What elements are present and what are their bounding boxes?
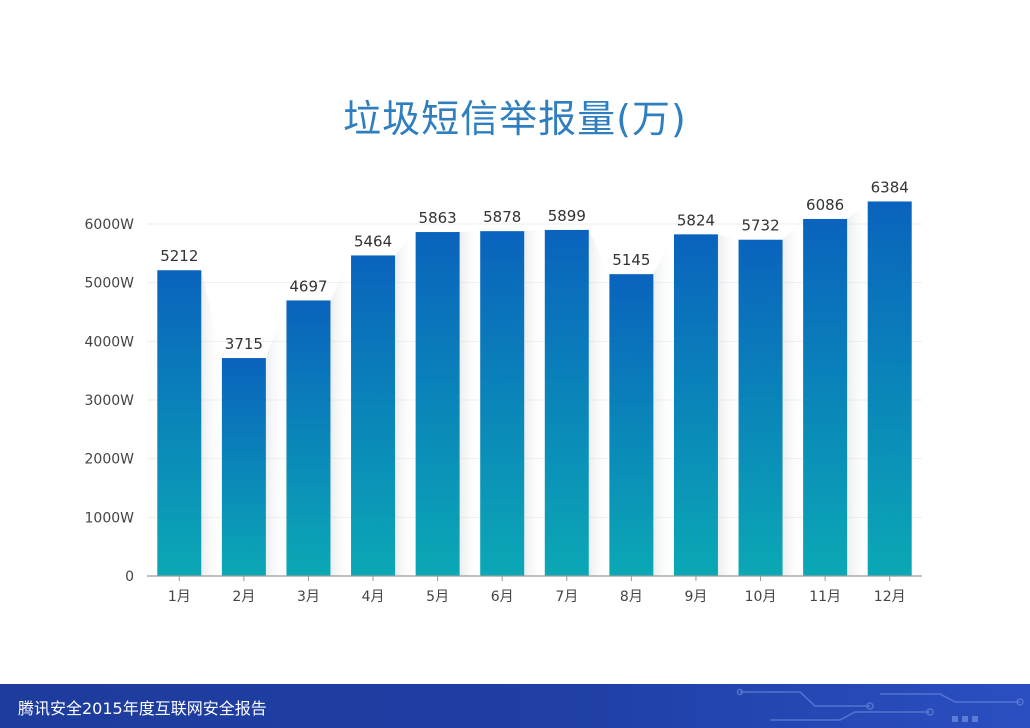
bar-shadow [524, 229, 545, 576]
y-tick-label: 3000W [85, 393, 135, 409]
bar-12 [867, 201, 912, 577]
data-label: 5732 [741, 217, 779, 235]
bar-4 [351, 255, 396, 577]
bars [157, 201, 912, 577]
x-tick-label: 4月 [362, 589, 385, 605]
bar-shadow [201, 270, 222, 576]
bar-shadow [847, 201, 868, 577]
bar-6 [480, 231, 525, 576]
bar-shadow [330, 255, 352, 577]
data-label: 6086 [806, 196, 844, 214]
data-label: 5899 [548, 207, 586, 225]
bar-11 [803, 218, 848, 577]
bar-chart: 0 1000W 2000W 3000W 4000W 5000W 6000W 5212 1月 371… [85, 178, 922, 605]
x-tick-label: 8月 [620, 589, 643, 605]
bar-shadow [782, 218, 804, 577]
bar-1 [157, 270, 202, 576]
bar-shadow [395, 232, 416, 576]
x-tick-label: 7月 [555, 589, 578, 605]
x-tick-label: 1月 [168, 589, 191, 605]
data-label: 5863 [419, 209, 457, 227]
data-label: 5464 [354, 232, 392, 250]
bar-shadow [588, 229, 610, 576]
bar-shadows [201, 201, 868, 577]
bar-5 [415, 232, 460, 576]
chart-title: 垃圾短信举报量(万) [343, 97, 687, 141]
data-label: 5212 [160, 247, 198, 265]
data-label: 5145 [612, 251, 650, 269]
bar-3 [286, 300, 331, 576]
x-tick-label: 9月 [684, 589, 707, 605]
x-tick-label: 10月 [745, 589, 777, 605]
y-tick-label: 1000W [85, 510, 135, 526]
data-label: 5824 [677, 211, 715, 229]
footer-report-title: 腾讯安全2015年度互联网安全报告 [18, 699, 267, 718]
x-tick-label: 2月 [232, 589, 255, 605]
bar-2 [221, 358, 266, 576]
y-tick-label: 0 [125, 569, 134, 585]
bar-shadow [459, 231, 481, 576]
data-label: 3715 [225, 335, 263, 353]
x-tick-label: 11月 [809, 589, 841, 605]
y-tick-label: 4000W [85, 334, 135, 350]
data-label: 6384 [871, 178, 909, 196]
labels: 0 1000W 2000W 3000W 4000W 5000W 6000W 5212 1月 371… [85, 178, 909, 605]
bar-7 [544, 229, 589, 576]
bar-shadow [265, 300, 287, 576]
x-tick-label: 6月 [491, 589, 514, 605]
x-tick-label: 12月 [874, 589, 906, 605]
data-label: 4697 [289, 277, 327, 295]
bar-8 [609, 274, 654, 576]
circuit-decoration [736, 688, 1024, 722]
x-tick-label: 3月 [297, 589, 320, 605]
bar-10 [738, 239, 783, 577]
y-tick-label: 2000W [85, 452, 135, 468]
y-tick-label: 6000W [85, 217, 135, 233]
bar-shadow [653, 234, 674, 577]
y-tick-label: 5000W [85, 276, 135, 292]
footer-bar: 腾讯安全2015年度互联网安全报告 [0, 684, 1030, 728]
x-tick-label: 5月 [426, 589, 449, 605]
bar-9 [673, 234, 718, 577]
bar-shadow [717, 234, 739, 577]
axes [147, 575, 922, 581]
data-label: 5878 [483, 208, 521, 226]
